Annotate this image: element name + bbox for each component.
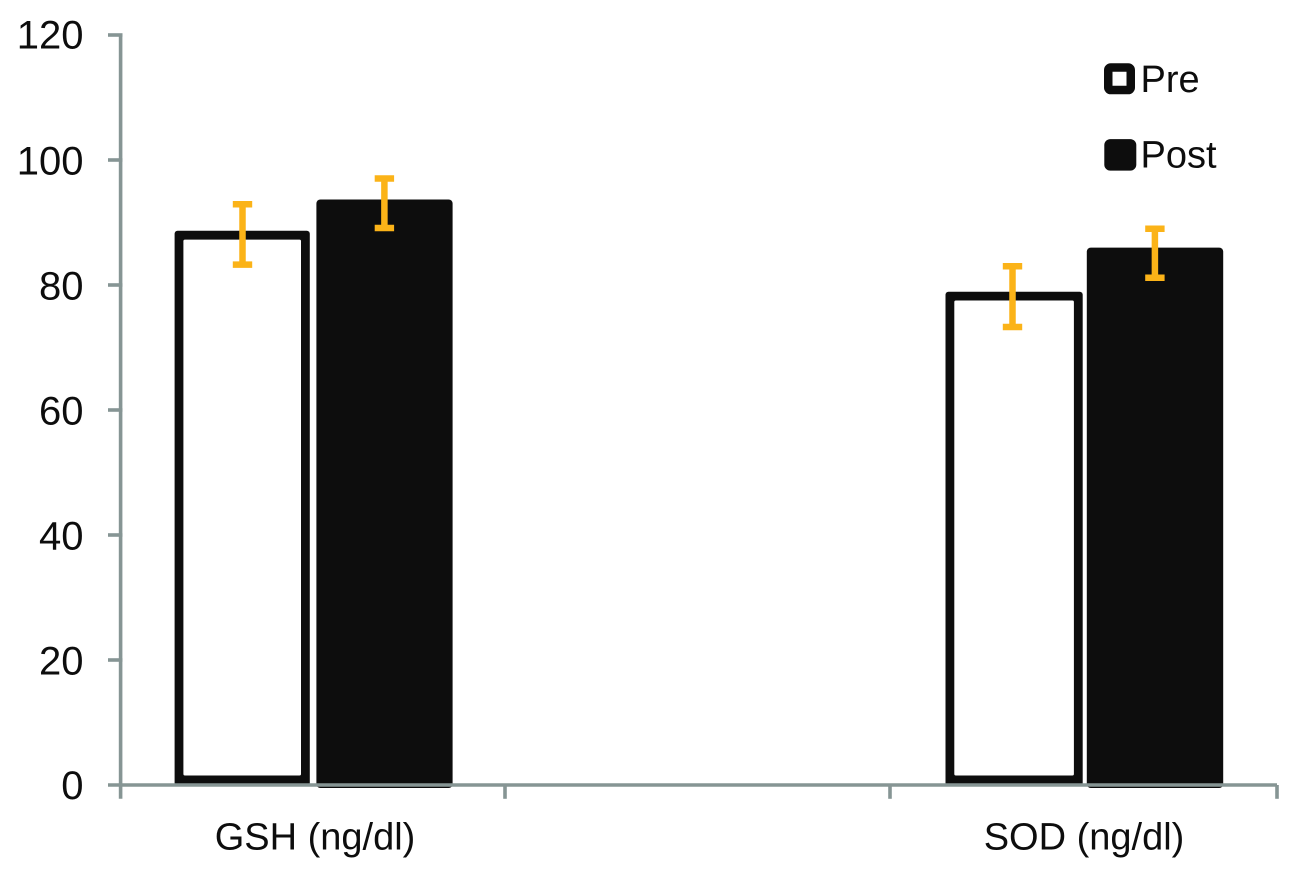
svg-text:Pre: Pre	[1141, 59, 1200, 101]
svg-text:100: 100	[17, 139, 84, 183]
svg-text:60: 60	[39, 389, 84, 433]
svg-text:40: 40	[39, 514, 84, 558]
svg-text:120: 120	[17, 14, 84, 58]
svg-text:SOD (ng/dl): SOD (ng/dl)	[984, 817, 1185, 859]
svg-text:80: 80	[39, 264, 84, 308]
svg-text:0: 0	[61, 764, 83, 808]
svg-text:GSH (ng/dl): GSH (ng/dl)	[215, 817, 416, 859]
svg-text:Post: Post	[1141, 135, 1217, 177]
svg-text:20: 20	[39, 640, 84, 684]
